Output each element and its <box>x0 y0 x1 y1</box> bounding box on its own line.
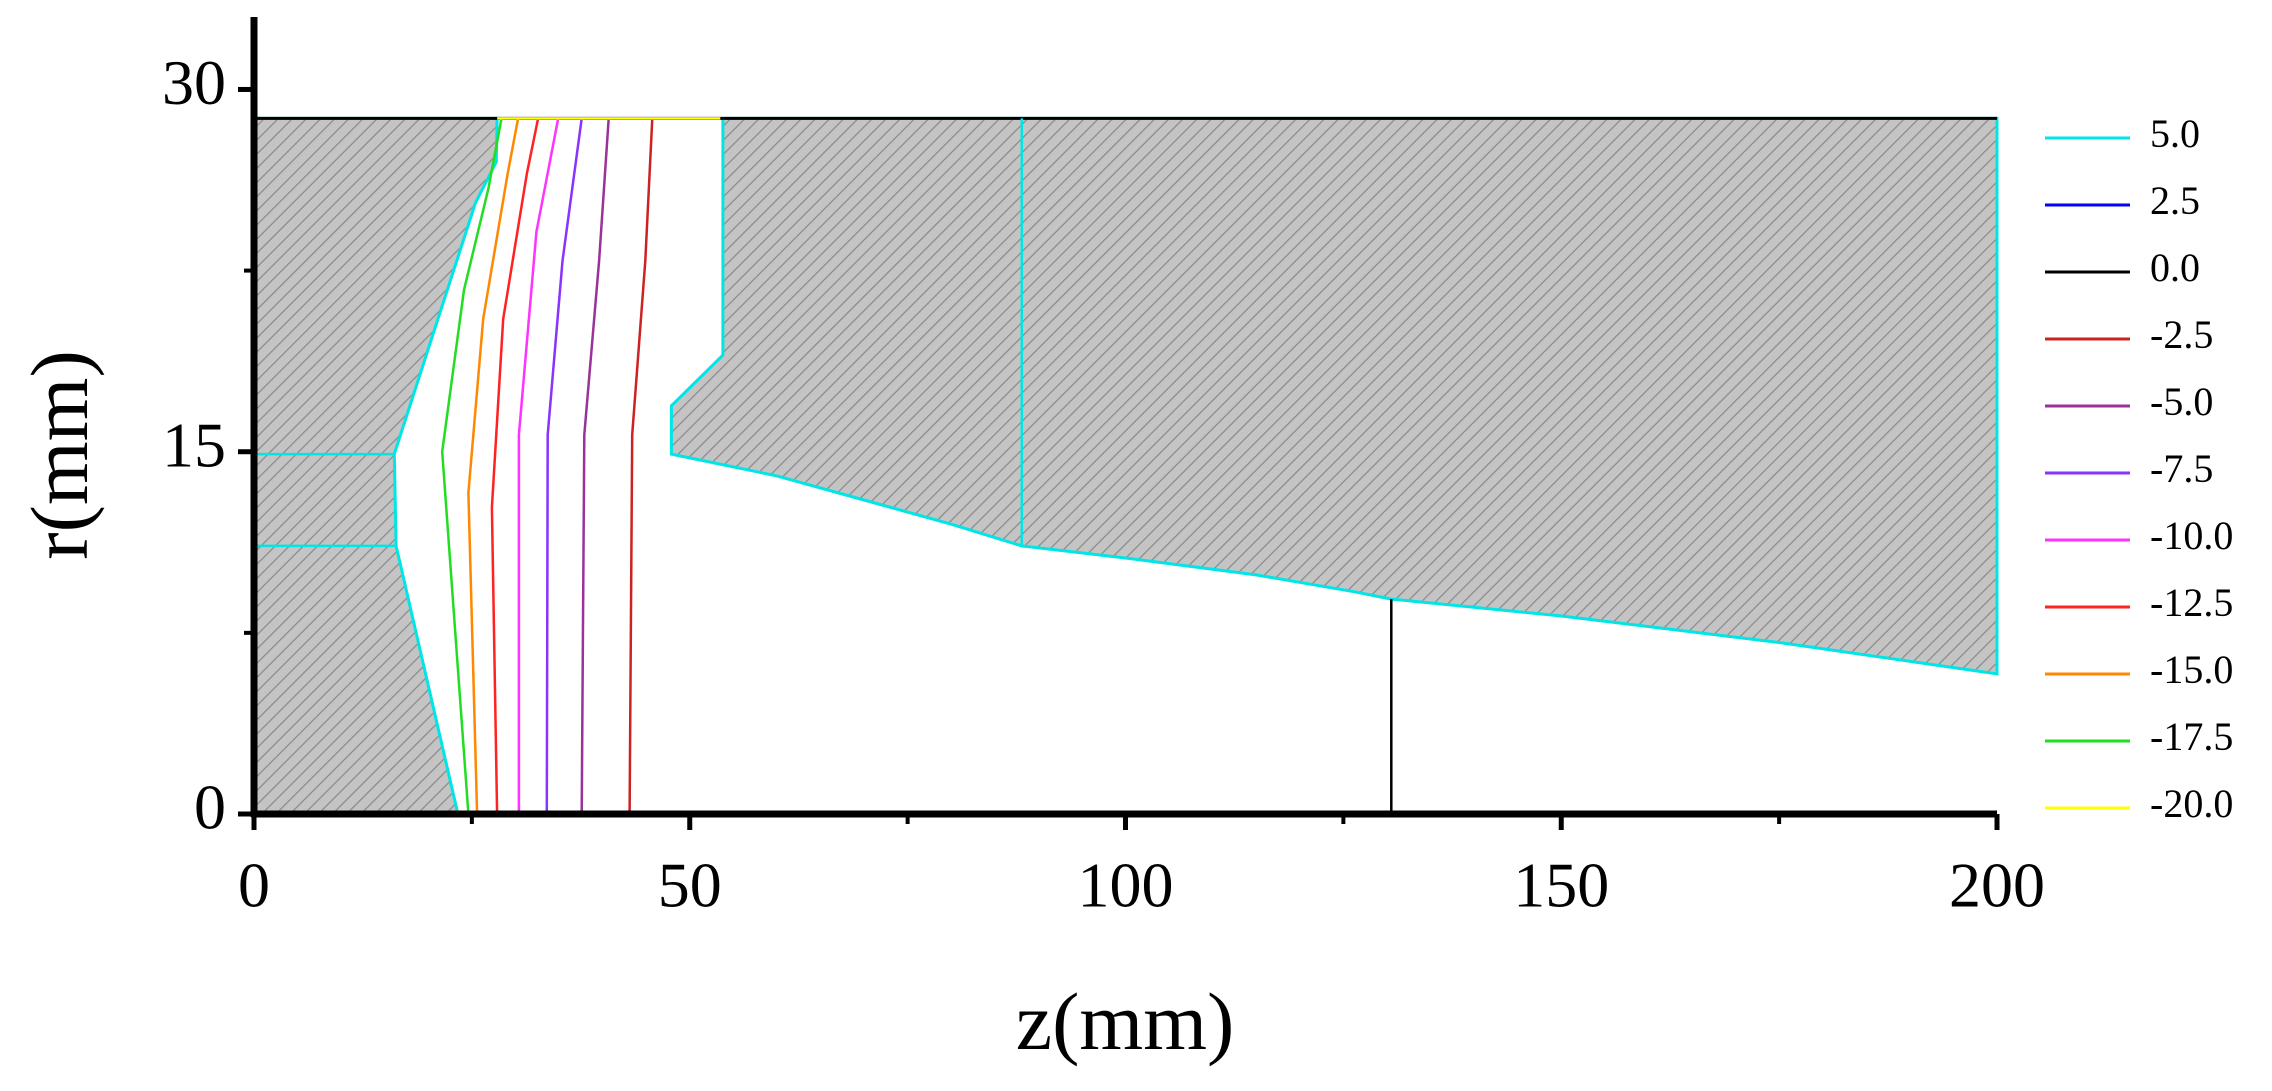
contour-line <box>517 118 560 814</box>
legend-label: 0.0 <box>2150 245 2200 290</box>
legend-label: -12.5 <box>2150 580 2233 625</box>
contour-line <box>490 118 540 815</box>
legend-label: -7.5 <box>2150 446 2213 491</box>
x-tick-label: 0 <box>238 850 270 921</box>
legend-label: -5.0 <box>2150 379 2213 424</box>
contour-line <box>545 118 583 815</box>
legend-label: -17.5 <box>2150 714 2233 759</box>
plot-area <box>252 116 1999 816</box>
legend-label: 5.0 <box>2150 111 2200 156</box>
legend-label: -15.0 <box>2150 647 2233 692</box>
y-axis-title: r(mm) <box>14 350 105 559</box>
contour-line <box>628 118 654 815</box>
contour-line <box>254 118 1024 548</box>
legend-label: -20.0 <box>2150 781 2233 826</box>
legend-label: -2.5 <box>2150 312 2213 357</box>
contour-line <box>580 118 610 815</box>
x-tick-label: 100 <box>1078 850 1174 921</box>
y-tick-label: 15 <box>162 409 226 480</box>
x-tick-label: 150 <box>1513 850 1609 921</box>
x-tick-label: 200 <box>1949 850 2045 921</box>
y-tick-label: 30 <box>162 47 226 118</box>
x-tick-label: 50 <box>658 850 722 921</box>
legend-label: -10.0 <box>2150 513 2233 558</box>
electrode <box>669 116 1999 676</box>
contour-line <box>467 118 520 815</box>
legend-label: 2.5 <box>2150 178 2200 223</box>
y-tick-label: 0 <box>194 772 226 843</box>
contour-line <box>440 118 503 815</box>
x-axis-title: z(mm) <box>1016 976 1235 1067</box>
